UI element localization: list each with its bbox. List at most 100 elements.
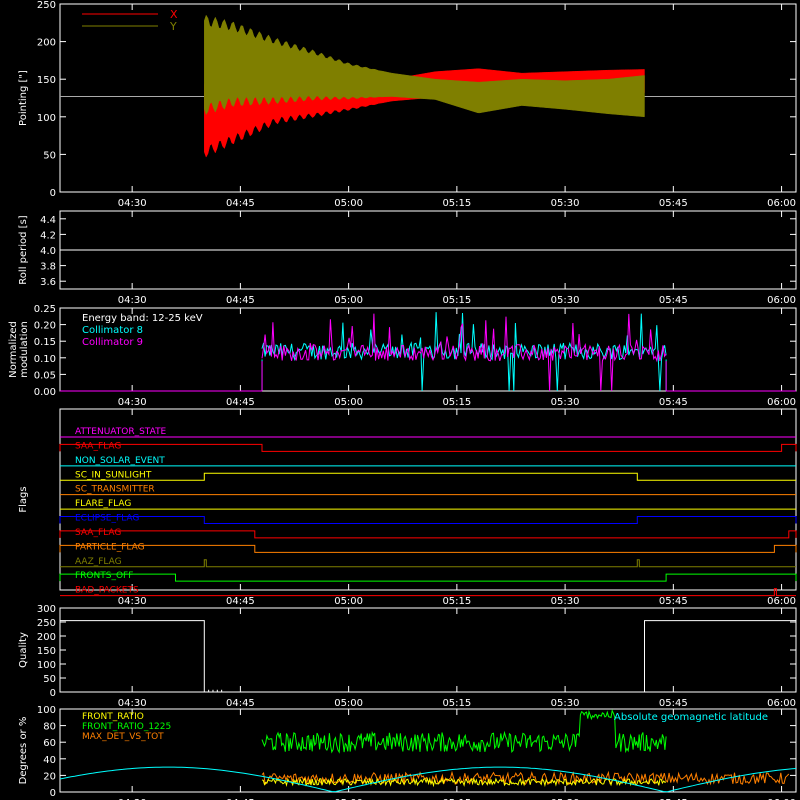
y-tick-label: 40: [43, 755, 56, 766]
quality-line: [60, 620, 796, 693]
ratio-legend-0: FRONT_RATIO: [82, 712, 144, 722]
x-tick-label: 05:45: [659, 198, 688, 209]
panel-frame-pointing: [59, 3, 797, 193]
x-tick-label: 05:45: [659, 295, 688, 306]
y-tick-label: 0.25: [34, 304, 56, 315]
x-tick-label: 04:45: [226, 295, 255, 306]
panel-frame-flags: [59, 408, 797, 591]
y-tick-label: 80: [43, 722, 56, 733]
flag-label-attenuator-state: ATTENUATOR_STATE: [75, 427, 167, 437]
y-tick-label: 0.15: [34, 337, 56, 348]
y-axis-label-line1: Normalized: [8, 321, 19, 378]
flag-line-aaz-flag: [60, 559, 796, 568]
x-tick-label: 04:30: [118, 198, 147, 209]
x-tick-label: 05:15: [442, 596, 471, 607]
y-tick-label: 0: [50, 788, 56, 799]
y-axis-label: Quality: [18, 632, 29, 668]
panel-frame-ratios: [59, 708, 797, 793]
flag-line-fronts-off: [59, 573, 797, 582]
flag-label-saa-flag: SAA_FLAG: [75, 528, 121, 538]
x-tick-label: 05:00: [334, 198, 363, 209]
flag-label-sc-in-sunlight: SC_IN_SUNLIGHT: [75, 470, 152, 480]
x-tick-label: 05:45: [659, 397, 688, 408]
x-tick-label: 05:30: [551, 798, 580, 800]
ratio-legend-3: Absolute geomagnetic latitude: [614, 712, 768, 723]
x-tick-label: 04:30: [118, 698, 147, 709]
flag-line-saa-flag: [59, 530, 797, 539]
x-tick-label: 06:00: [767, 698, 796, 709]
x-tick-label: 04:45: [226, 596, 255, 607]
y-tick-label: 0: [50, 188, 56, 199]
ratio-series-front-ratio-1225: [261, 709, 667, 754]
x-tick-label: 05:45: [659, 596, 688, 607]
y-axis-label: Degrees or %: [18, 717, 29, 785]
legend-label-y: Y: [169, 20, 177, 33]
y-tick-label: 0.05: [34, 370, 56, 381]
y-axis-label: Roll period [s]: [18, 215, 29, 284]
modulation-legend-0: Collimator 8: [82, 325, 143, 336]
y-tick-label: 4.0: [40, 246, 56, 257]
x-tick-label: 04:30: [118, 798, 147, 800]
modulation-legend-1: Collimator 9: [82, 337, 143, 348]
x-tick-label: 04:30: [118, 596, 147, 607]
y-tick-label: 3.8: [40, 262, 56, 273]
y-tick-label: 0.10: [34, 354, 56, 365]
y-tick-label: 0.20: [34, 321, 56, 332]
x-tick-label: 04:45: [226, 798, 255, 800]
y-tick-label: 100: [37, 113, 56, 124]
y-tick-label: 60: [43, 738, 56, 749]
x-tick-label: 05:15: [442, 397, 471, 408]
x-tick-label: 05:15: [442, 295, 471, 306]
x-tick-label: 05:00: [334, 397, 363, 408]
x-tick-label: 04:45: [226, 397, 255, 408]
x-tick-label: 05:00: [334, 295, 363, 306]
x-tick-label: 05:30: [551, 698, 580, 709]
flag-line-particle-flag: [59, 544, 797, 553]
y-tick-label: 3.6: [40, 277, 56, 288]
x-tick-label: 04:30: [118, 295, 147, 306]
flag-label-flare-flag: FLARE_FLAG: [75, 499, 131, 509]
y-tick-label: 250: [37, 618, 56, 629]
y-tick-label: 200: [37, 632, 56, 643]
legend-label-x: X: [170, 8, 178, 21]
x-tick-label: 06:00: [767, 295, 796, 306]
y-tick-label: 100: [37, 660, 56, 671]
x-tick-label: 05:30: [551, 198, 580, 209]
panel-frame-modulation: [59, 307, 797, 392]
y-tick-label: 300: [37, 604, 56, 615]
x-tick-label: 06:00: [767, 198, 796, 209]
x-tick-label: 05:15: [442, 798, 471, 800]
x-tick-label: 04:45: [226, 198, 255, 209]
flag-label-saa-flag: SAA_FLAG: [75, 441, 121, 451]
y-tick-label: 50: [43, 674, 56, 685]
flag-label-eclipse-flag: ECLIPSE_FLAG: [75, 514, 139, 524]
flag-label-non-solar-event: NON_SOLAR_EVENT: [75, 456, 165, 466]
flag-line-eclipse-flag: [59, 516, 797, 524]
modulation-series-1: [261, 313, 667, 392]
y-tick-label: 0.00: [34, 387, 56, 398]
y-tick-label: 4.4: [40, 215, 56, 226]
flag-label-particle-flag: PARTICLE_FLAG: [75, 542, 145, 552]
ratio-legend-2: MAX_DET_VS_TOT: [82, 732, 164, 742]
y-tick-label: 0: [50, 688, 56, 699]
flag-line-bad-packets: [60, 588, 796, 597]
x-tick-label: 04:45: [226, 698, 255, 709]
x-tick-label: 05:30: [551, 295, 580, 306]
flag-line-saa-flag: [59, 443, 797, 452]
flag-label-fronts-off: FRONTS_OFF: [75, 571, 133, 581]
x-tick-label: 06:00: [767, 798, 796, 800]
y-tick-label: 20: [43, 771, 56, 782]
y-tick-label: 100: [37, 705, 56, 716]
x-tick-label: 06:00: [767, 397, 796, 408]
y-axis-label: Pointing ["]: [18, 70, 29, 126]
y-tick-label: 200: [37, 38, 56, 49]
x-tick-label: 05:15: [442, 698, 471, 709]
x-tick-label: 05:00: [334, 596, 363, 607]
y-axis-label: Flags: [18, 486, 29, 512]
x-tick-label: 05:30: [551, 397, 580, 408]
flag-label-sc-transmitter: SC_TRANSMITTER: [75, 485, 155, 495]
flag-line-sc-in-sunlight: [60, 472, 796, 481]
y-tick-label: 150: [37, 75, 56, 86]
y-axis-label-line2: modulation: [19, 321, 30, 378]
